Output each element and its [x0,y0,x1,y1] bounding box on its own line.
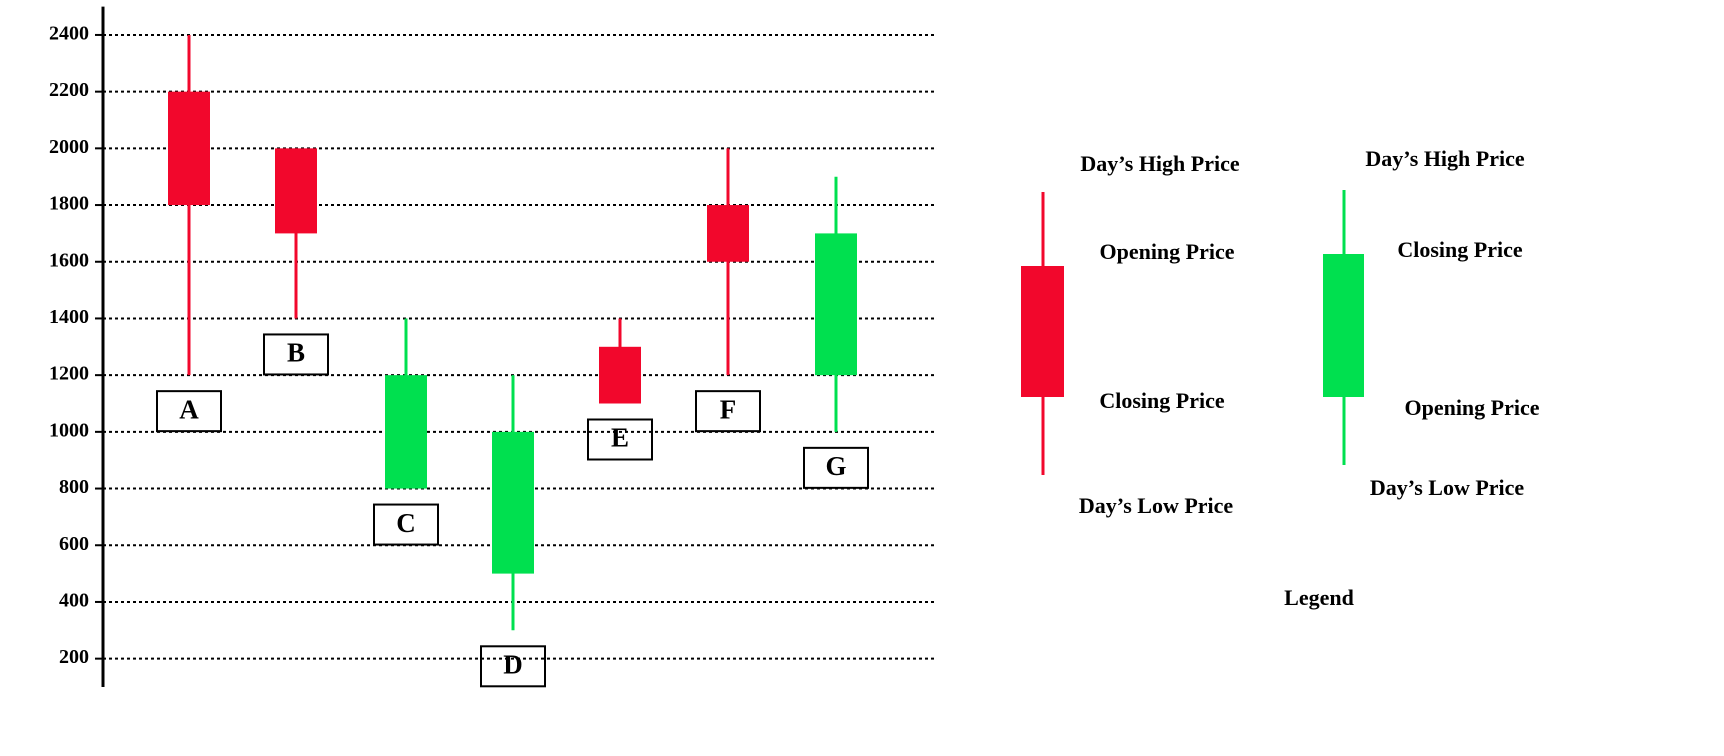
legend-label: Day’s High Price [1080,151,1239,176]
category-box [695,390,761,433]
legend-label: Day’s Low Price [1370,475,1525,500]
category-box [373,503,439,546]
legend: Day’s High Price Opening Price Closing P… [1021,146,1540,610]
category-box [263,333,329,376]
plot-area: 200 400 600 800 1000 1200 1400 1600 1800 2000 2200… [49,6,935,688]
category-label: E [611,423,629,453]
legend-body [1021,266,1064,397]
category-label: G [825,451,846,481]
y-tick-label: 600 [59,533,89,555]
category-label: D [503,650,523,680]
y-tick-label: 2400 [49,23,89,45]
candle-body [599,346,641,404]
y-tick-label: 200 [59,646,89,668]
legend-label: Closing Price [1397,237,1522,262]
legend-label: Day’s High Price [1365,146,1524,171]
y-tick-label: 1200 [49,363,89,385]
legend-label: Closing Price [1099,388,1224,413]
candle-body [492,431,534,574]
y-tick-label: 1000 [49,419,89,441]
candle-body [815,233,857,376]
legend-label: Opening Price [1099,239,1234,264]
y-tick-label: 2000 [49,136,89,158]
category-label: C [396,508,416,538]
y-tick-label: 2200 [49,79,89,101]
category-box [156,390,222,433]
legend-body [1323,254,1364,397]
y-tick-label: 1400 [49,306,89,328]
candle-body [168,91,210,206]
legend-title: Legend [1284,585,1354,610]
candle-body [275,148,317,234]
category-label: A [179,394,199,424]
category-label: B [287,338,305,368]
category-box [480,645,546,688]
y-tick-label: 400 [59,590,89,612]
candle-body [385,375,427,489]
y-tick-label: 1800 [49,193,89,215]
category-box [587,418,653,461]
legend-label: Opening Price [1404,395,1539,420]
y-tick-label: 1600 [49,249,89,271]
y-tick-label: 800 [59,476,89,498]
legend-label: Day’s Low Price [1079,493,1234,518]
candle-body [707,205,749,262]
category-box [803,446,869,489]
category-label: F [720,394,737,424]
